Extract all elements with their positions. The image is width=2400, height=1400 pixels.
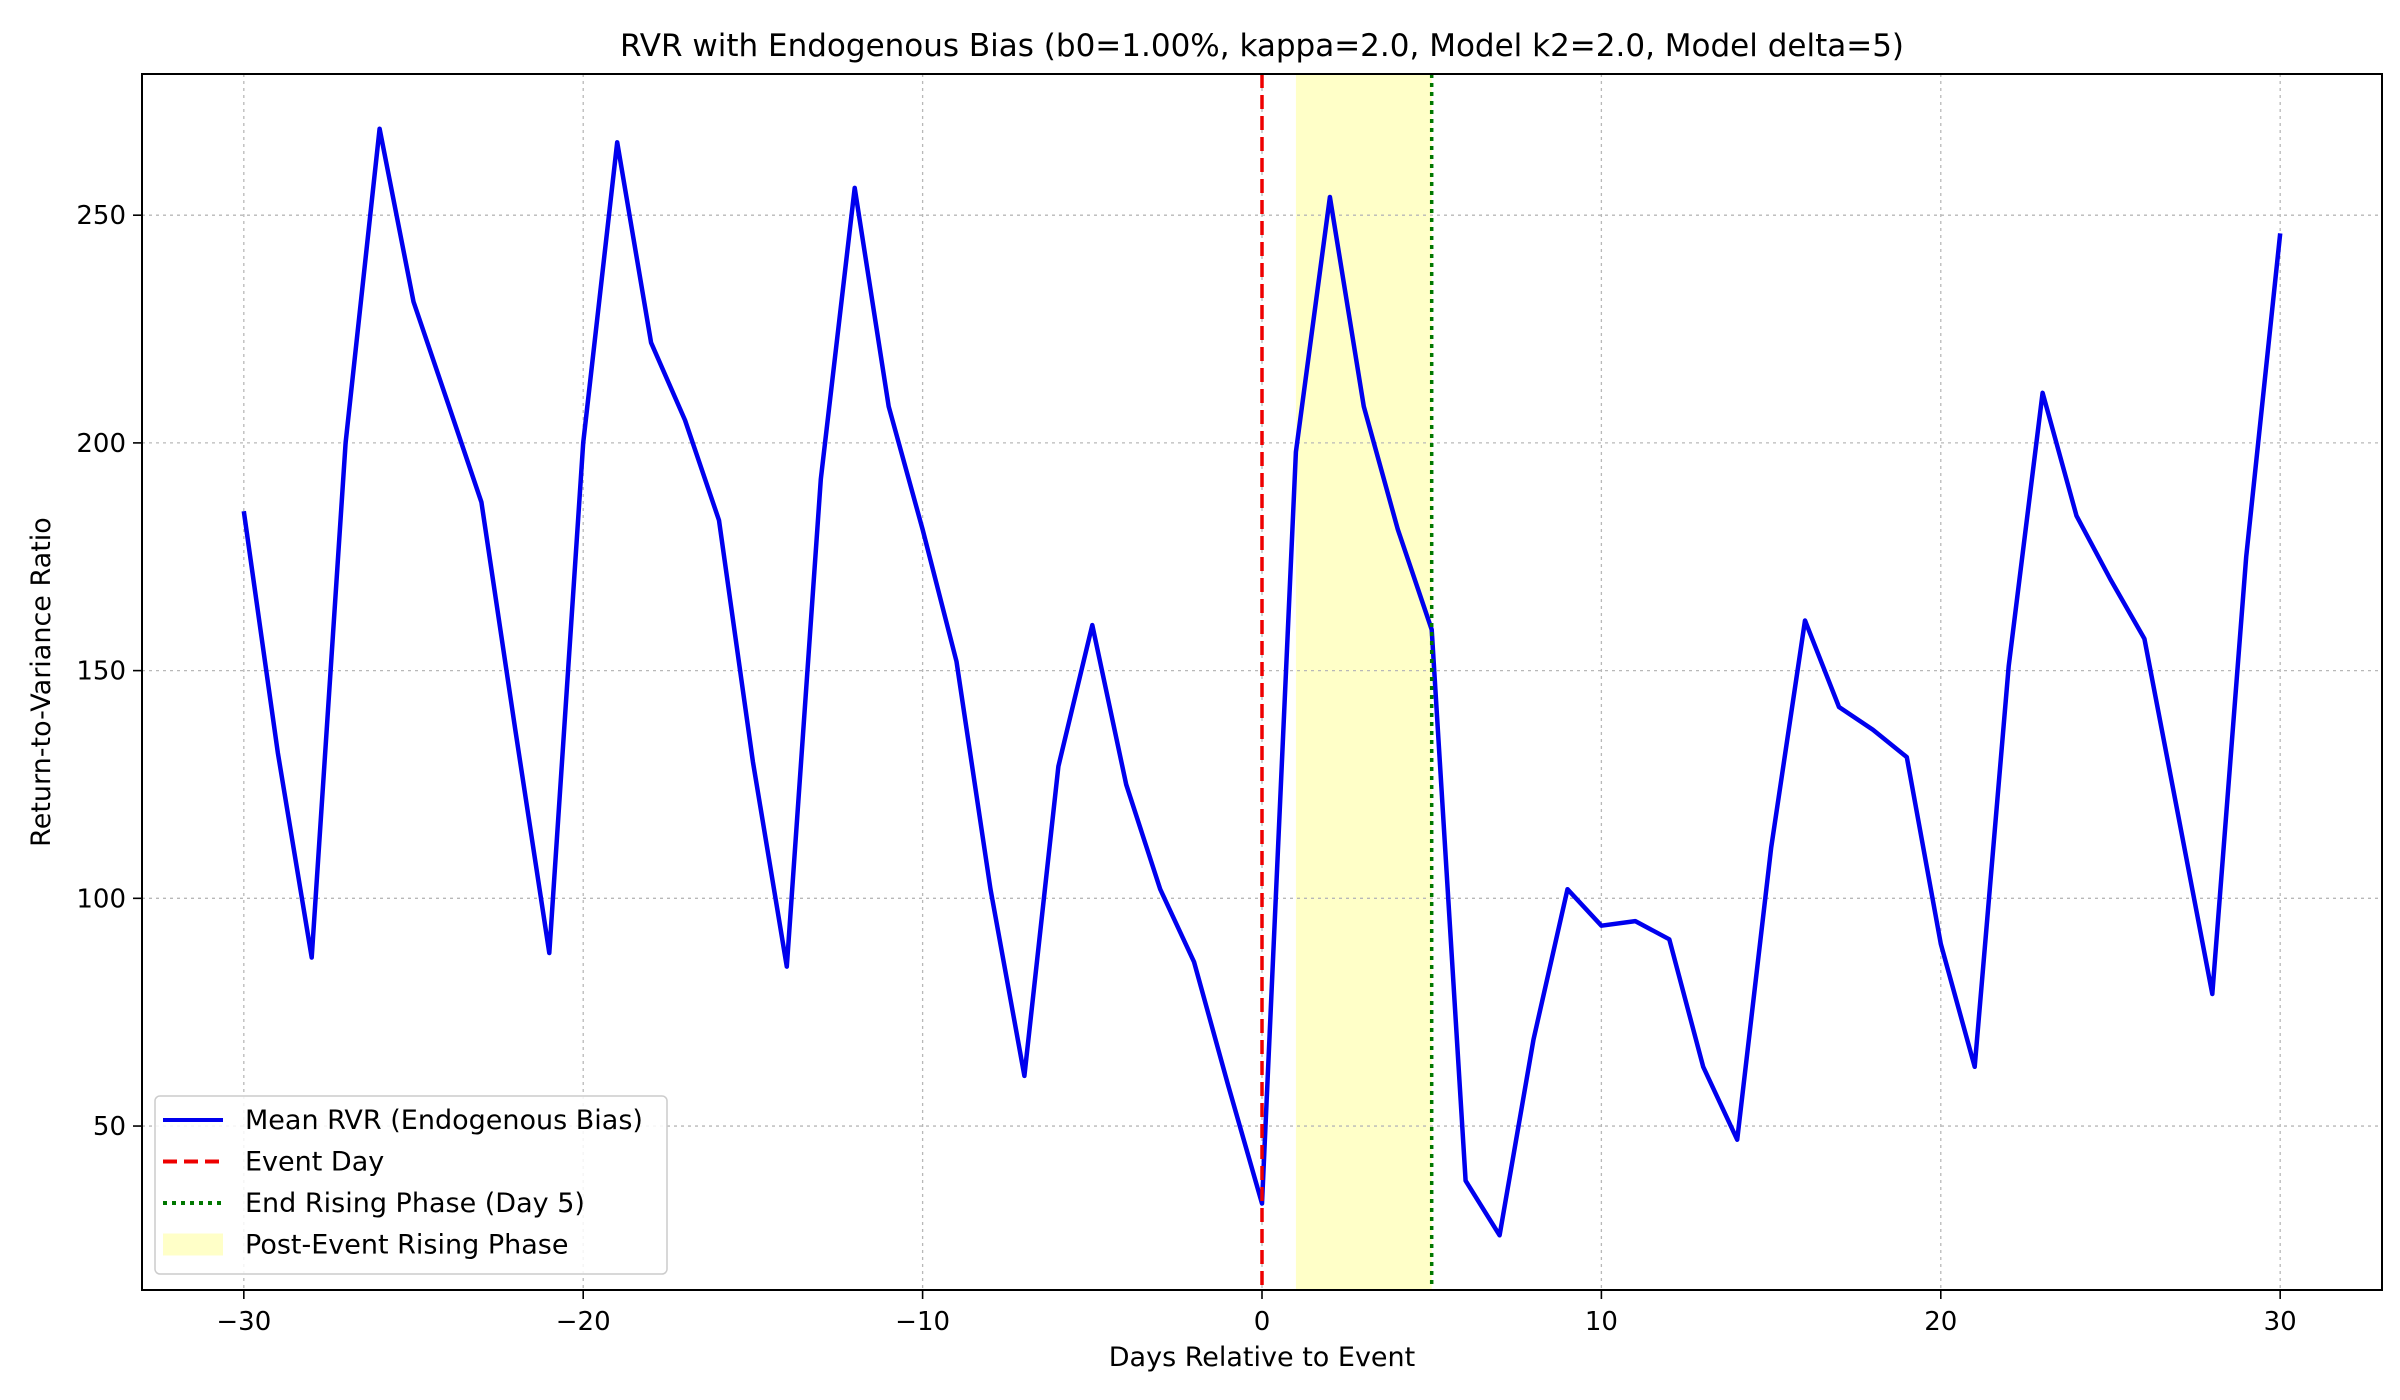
y-tick-label: 50	[93, 1112, 126, 1142]
x-tick-label: 0	[1254, 1307, 1271, 1337]
legend: Mean RVR (Endogenous Bias) Event Day End R…	[154, 1095, 668, 1275]
legend-box	[154, 1095, 668, 1275]
legend-label: Mean RVR (Endogenous Bias)	[245, 1105, 643, 1136]
x-tick-label: −20	[556, 1307, 611, 1337]
y-tick-label: 100	[76, 884, 126, 914]
legend-label: Post-Event Rising Phase	[245, 1230, 568, 1261]
y-tick-label: 200	[76, 429, 126, 459]
legend-swatch-patch	[163, 1233, 223, 1256]
x-axis-label: Days Relative to Event	[1109, 1342, 1415, 1373]
shaded-region	[1295, 74, 1432, 1290]
plot-area: −30 −20 −10 0 10 20 30 50 100 150 200 250	[76, 73, 2383, 1337]
x-tick-label: 20	[1924, 1307, 1957, 1337]
y-tick-label: 250	[76, 201, 126, 231]
x-tick-label: −10	[895, 1307, 950, 1337]
chart-title: RVR with Endogenous Bias (b0=1.00%, kapp…	[620, 28, 1904, 64]
y-axis-label: Return-to-Variance Ratio	[26, 517, 57, 847]
y-tick-label: 150	[76, 657, 126, 687]
x-tick-label: 30	[2264, 1307, 2297, 1337]
legend-label: Event Day	[245, 1147, 384, 1178]
series-line	[241, 126, 2283, 1238]
x-tick-label: −30	[216, 1307, 271, 1337]
x-tick-label: 10	[1585, 1307, 1618, 1337]
legend-label: End Rising Phase (Day 5)	[245, 1188, 585, 1219]
